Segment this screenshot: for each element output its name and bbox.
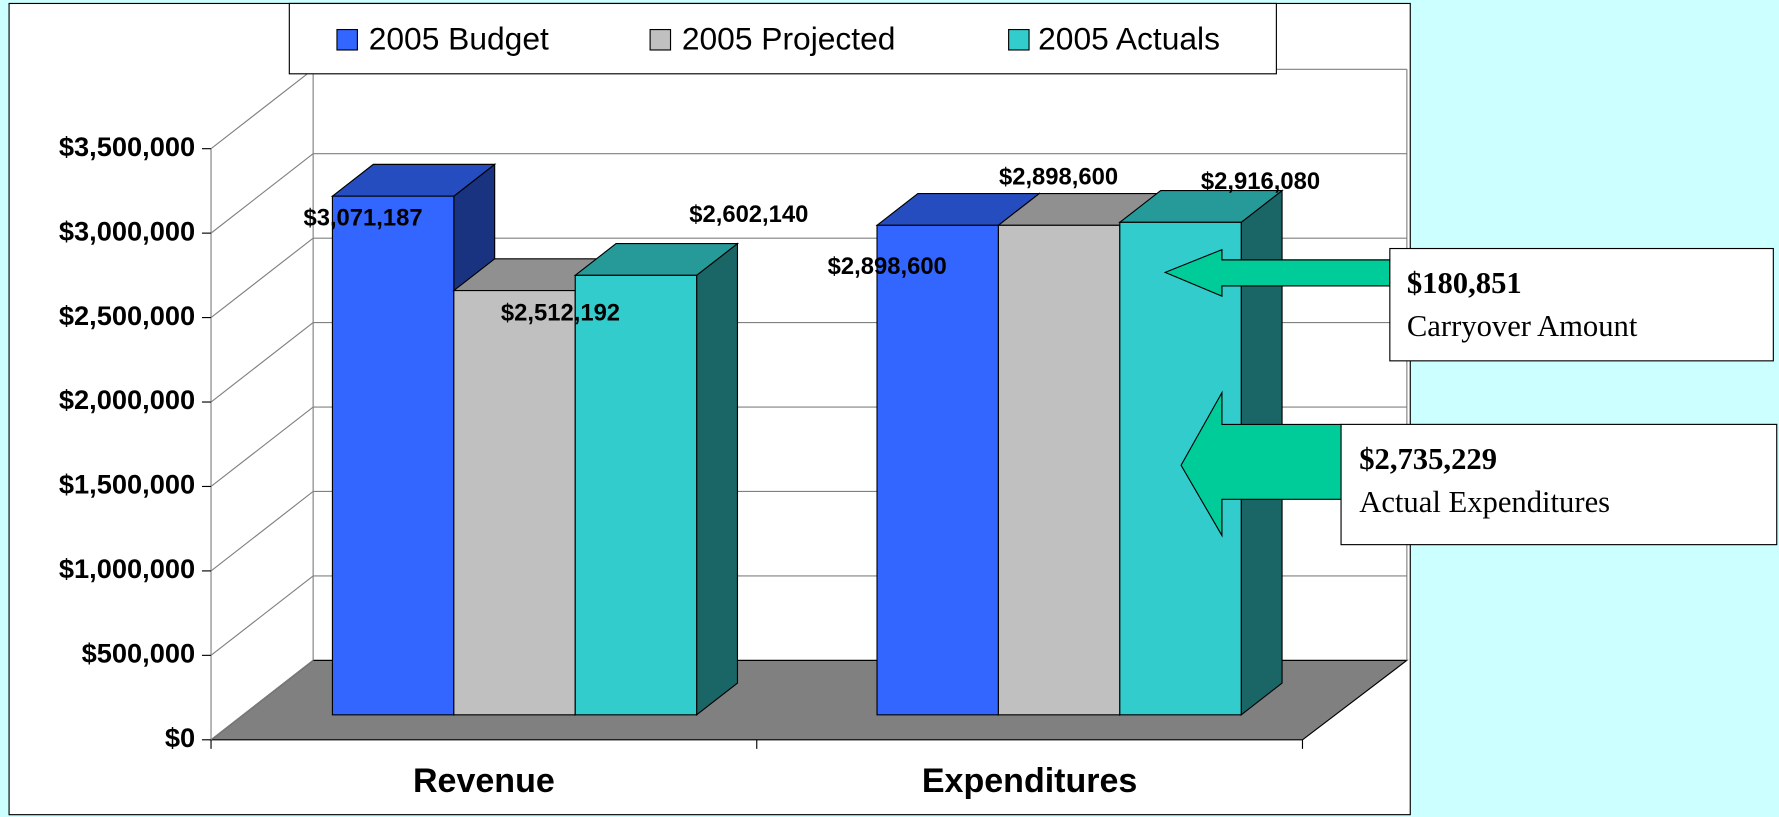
- grid-line: [210, 237, 314, 319]
- data-label: $2,602,140: [689, 201, 808, 228]
- y-tick-label: $3,000,000: [59, 215, 195, 246]
- grid-line: [210, 322, 314, 403]
- data-label: $2,898,600: [828, 253, 947, 280]
- bar-front: [997, 224, 1121, 716]
- legend: 2005 Budget 2005 Projected 2005 Actuals: [336, 20, 1220, 56]
- y-tick-label: $1,000,000: [59, 553, 195, 584]
- y-tick-label: $3,500,000: [59, 131, 195, 162]
- grid-line: [210, 491, 314, 572]
- legend-label: 2005 Budget: [369, 20, 549, 56]
- y-tick-label: $1,500,000: [59, 469, 195, 500]
- grid-line: [210, 659, 314, 741]
- bar: [573, 242, 740, 716]
- legend-box: [288, 2, 1277, 75]
- legend-swatch: [1008, 28, 1030, 51]
- grid-line: [210, 68, 314, 150]
- legend-label: 2005 Actuals: [1038, 20, 1220, 56]
- bar-front: [876, 224, 999, 716]
- callout-title: $180,851: [1407, 266, 1522, 300]
- bar-front: [331, 195, 455, 716]
- y-tick-label: $0: [165, 722, 195, 753]
- data-label: $2,898,600: [999, 163, 1118, 190]
- data-label: $2,512,192: [501, 300, 620, 327]
- x-tick-label: Expenditures: [922, 762, 1138, 800]
- grid-line: [210, 153, 314, 234]
- labels: Revenue $3,071,187 $2,512,192 $2,602,140 Exp…: [303, 163, 1320, 799]
- x-tick-label: Revenue: [413, 762, 555, 800]
- grid-line: [210, 406, 314, 487]
- data-label: $3,071,187: [303, 204, 422, 231]
- bar-front: [453, 289, 576, 716]
- callout-box: [1389, 247, 1774, 362]
- callout-box: [1340, 423, 1778, 546]
- legend-label: 2005 Projected: [682, 20, 896, 56]
- callout-text: Carryover Amount: [1407, 309, 1638, 343]
- callout-text: Actual Expenditures: [1359, 485, 1610, 519]
- y-tick-label: $2,500,000: [59, 300, 195, 331]
- grid-line: [210, 575, 314, 656]
- callout-title: $2,735,229: [1359, 442, 1497, 476]
- legend-swatch: [336, 28, 358, 51]
- y-tick-label: $2,000,000: [59, 384, 195, 415]
- bar-side: [696, 242, 739, 716]
- y-tick-label: $500,000: [82, 638, 196, 669]
- bar-front: [574, 274, 698, 716]
- legend-swatch: [649, 28, 672, 51]
- data-label: $2,916,080: [1201, 168, 1320, 195]
